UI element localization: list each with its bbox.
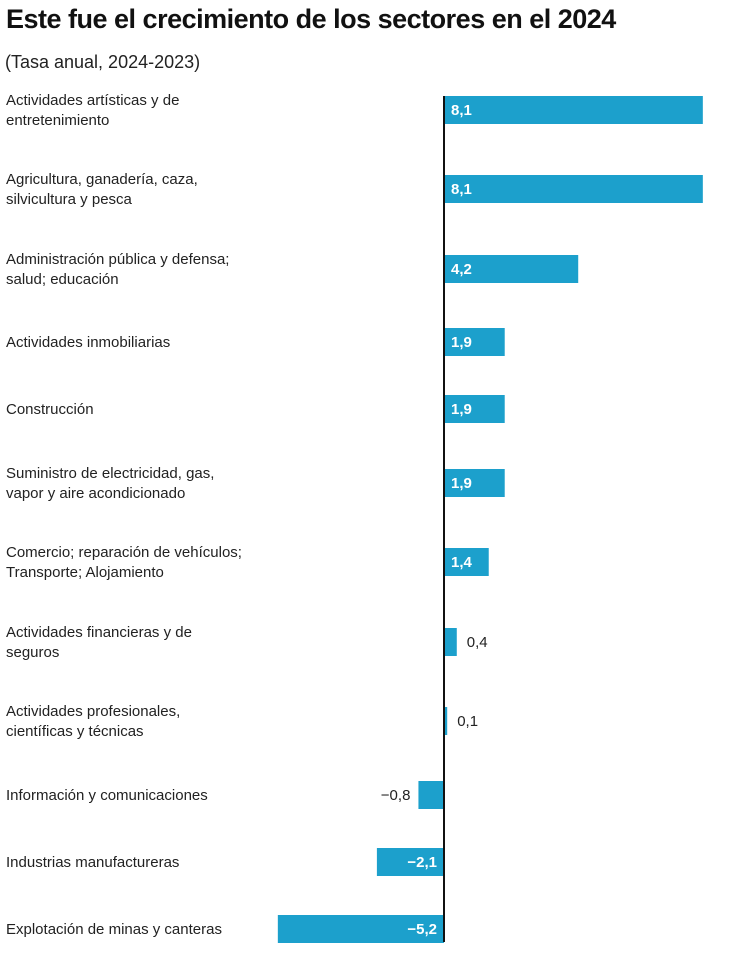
category-label-line: Actividades financieras y de [6,624,192,641]
bar [418,781,444,809]
category-label-line: Actividades inmobiliarias [6,334,170,351]
value-label: −5,2 [407,921,437,938]
value-label: 4,2 [451,261,472,278]
value-label: 1,9 [451,401,472,418]
category-label-line: Comercio; reparación de vehículos; [6,544,242,561]
category-label-line: científicas y técnicas [6,723,144,740]
value-label: 1,4 [451,554,473,571]
bar [444,255,579,283]
category-label-line: Construcción [6,401,94,418]
category-label: Información y comunicaciones [6,787,208,804]
bar [444,96,703,124]
bar [444,328,505,356]
bar [444,175,703,203]
category-label: Actividades profesionales, científicas y … [6,703,180,740]
category-label-line: salud; educación [6,271,119,288]
category-label-line: Explotación de minas y canteras [6,921,222,938]
category-label: Suministro de electricidad, gas, vapor y … [6,465,214,502]
category-label-line: Agricultura, ganadería, caza, [6,171,198,188]
value-label: 0,1 [457,713,478,730]
category-label: Agricultura, ganadería, caza, silvicultur… [6,171,198,208]
category-label-line: Administración pública y defensa; [6,251,229,268]
category-label-line: entretenimiento [6,112,109,129]
bar [444,469,505,497]
category-label: Administración pública y defensa; salud; … [6,251,229,288]
category-label-line: Industrias manufactureras [6,854,179,871]
value-label: −0,8 [381,787,411,804]
category-label-line: vapor y aire acondicionado [6,485,185,502]
category-label: Comercio; reparación de vehículos; Transp… [6,544,242,581]
category-label: Industrias manufactureras [6,854,179,871]
bar [444,707,448,735]
category-label: Explotación de minas y canteras [6,921,222,938]
value-label: 1,9 [451,334,472,351]
value-label: 0,4 [467,634,488,651]
category-label: Construcción [6,401,94,418]
category-label-line: silvicultura y pesca [6,191,133,208]
bar [444,548,489,576]
chart-subtitle: (Tasa anual, 2024-2023) [5,52,201,72]
category-label-line: Información y comunicaciones [6,787,208,804]
category-label: Actividades financieras y de seguros [6,624,192,661]
bar [444,395,505,423]
bar [277,915,444,943]
category-label: Actividades artísticas y de entretenimien… [6,92,179,129]
category-label-line: Transporte; Alojamiento [6,564,164,581]
chart-title: Este fue el crecimiento de los sectores … [6,4,616,34]
value-label: −2,1 [407,854,437,871]
category-label: Actividades inmobiliarias [6,334,170,351]
bar [376,848,444,876]
value-label: 1,9 [451,475,472,492]
value-label: 8,1 [451,102,472,119]
category-label-line: Suministro de electricidad, gas, [6,465,214,482]
category-label-line: seguros [6,644,59,661]
value-label: 8,1 [451,181,472,198]
bar [444,628,457,656]
category-label-line: Actividades profesionales, [6,703,180,720]
category-label-line: Actividades artísticas y de [6,92,179,109]
